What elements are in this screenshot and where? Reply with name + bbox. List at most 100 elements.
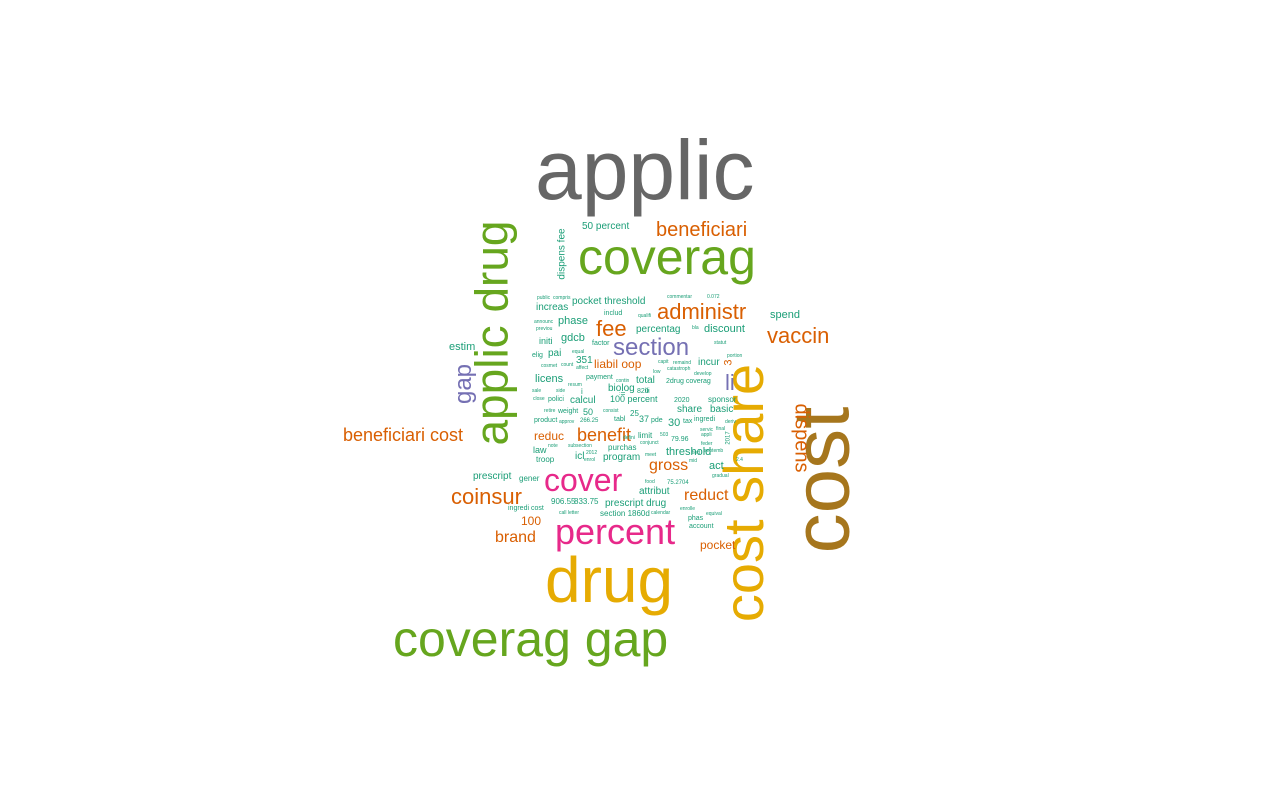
word: 79.96 — [671, 436, 689, 443]
word: 75.2704 — [667, 480, 689, 486]
word: beneficiari — [656, 219, 748, 241]
word: basic — [710, 404, 734, 415]
word: public — [537, 295, 551, 301]
word: 100 — [521, 514, 542, 528]
word: benefit — [577, 425, 632, 445]
word: 50 — [583, 407, 594, 417]
word: increas — [536, 302, 569, 313]
word: iii — [645, 388, 650, 395]
word: troop — [536, 455, 555, 464]
word: account — [689, 523, 714, 530]
word: contin — [616, 378, 630, 384]
word: 2017 — [725, 431, 732, 445]
word: low — [653, 369, 661, 375]
word: threshold — [666, 446, 712, 458]
word: cover — [544, 462, 623, 498]
word: limit — [638, 431, 653, 440]
word: enrolle — [680, 506, 696, 512]
word: gradual — [712, 473, 729, 479]
word: tabl — [614, 416, 626, 423]
word: feder — [701, 441, 713, 447]
word: phas — [688, 515, 704, 522]
word: prescript — [473, 471, 512, 482]
word: 266.25 — [580, 418, 599, 424]
word: gener — [519, 474, 540, 483]
word: applic drug — [465, 220, 518, 446]
word: act — [709, 460, 724, 472]
word: defini — [623, 435, 635, 441]
word: li — [725, 370, 735, 395]
word: elig — [532, 352, 543, 359]
word: 25 — [630, 409, 639, 418]
word: prescript drug — [605, 498, 667, 509]
word: approv — [559, 419, 575, 425]
word: biolog — [608, 383, 635, 394]
word: section 1860d — [600, 509, 650, 518]
word: food — [645, 479, 655, 485]
word: qualifi — [638, 313, 652, 319]
word: conjunct — [640, 440, 659, 446]
word: coverag — [578, 229, 756, 285]
word: enrol — [584, 457, 596, 463]
word: 50 percent — [582, 221, 630, 232]
word: count — [561, 362, 574, 368]
word: 2012 — [586, 450, 598, 456]
word: pai — [548, 348, 562, 359]
word: 820 — [637, 388, 649, 395]
word: tied — [692, 450, 701, 456]
word: 3 — [722, 359, 735, 366]
word: portion — [727, 353, 743, 359]
word: pocket — [700, 538, 736, 552]
word: program — [603, 452, 641, 463]
word: announc — [534, 319, 554, 325]
word: ii — [620, 391, 628, 396]
word: initi — [539, 336, 553, 346]
word: tax — [683, 418, 693, 425]
word: dispens — [790, 403, 813, 473]
word: equival — [706, 511, 722, 517]
word: polici — [548, 396, 564, 403]
word: compris — [553, 295, 571, 301]
word: estim — [449, 341, 476, 353]
word: reduct — [684, 487, 729, 504]
word: remaind — [673, 360, 692, 366]
word: servic — [700, 427, 714, 433]
word: incur — [698, 357, 720, 368]
word: applic — [535, 123, 755, 217]
word: spend — [770, 309, 800, 321]
word: beneficiari cost — [343, 425, 464, 445]
word: share — [677, 404, 703, 415]
word: brand — [495, 529, 536, 546]
word: ingredi cost — [508, 505, 544, 512]
word: call letter — [559, 510, 580, 516]
word: discount — [704, 323, 745, 335]
word: attribut — [639, 486, 670, 497]
word: bla — [692, 325, 699, 331]
word: i — [581, 387, 583, 396]
word: icl — [575, 451, 585, 462]
word: pocket threshold — [572, 296, 646, 307]
word: 833.75 — [574, 497, 599, 506]
word: appli — [701, 432, 712, 438]
word: total — [636, 375, 655, 386]
word: affect — [576, 365, 589, 371]
word: 503 — [660, 432, 669, 438]
word: pde — [651, 417, 663, 424]
word: phase — [558, 315, 588, 327]
word: sale — [532, 388, 542, 394]
word: retire — [544, 408, 556, 414]
word: catastroph — [667, 366, 691, 372]
word: side — [556, 388, 566, 394]
word: administr — [657, 299, 747, 324]
word: resum — [568, 382, 582, 388]
word: 100 percent — [610, 394, 658, 404]
word: subsection — [568, 443, 592, 449]
word: product — [534, 417, 558, 424]
word: sponsor — [708, 395, 737, 404]
word: dispens fee — [556, 228, 568, 280]
word: consist — [603, 408, 619, 414]
word: final — [716, 426, 726, 432]
word: purchas — [608, 443, 637, 452]
word: law — [533, 445, 547, 455]
